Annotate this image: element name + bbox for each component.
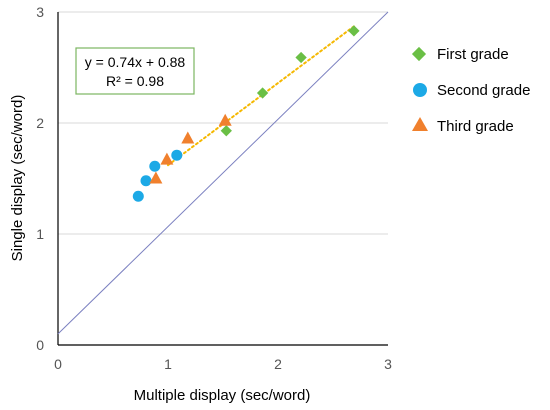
legend: First grade Second grade Third grade (411, 46, 530, 135)
point-series-2-1 (160, 152, 174, 165)
point-series-1-2 (149, 160, 161, 172)
legend-item-first-grade: First grade (411, 46, 509, 63)
reference-line (57, 11, 389, 335)
r-squared-value: R² = 0.98 (106, 73, 164, 89)
y-axis-title: Single display (sec/word) (9, 95, 26, 262)
point-series-1-0 (132, 190, 144, 202)
equation-annotation: y = 0.74x + 0.88 R² = 0.98 (75, 47, 195, 95)
x-tick-label: 3 (384, 356, 392, 372)
point-series-0-1 (256, 87, 269, 99)
y-tick-label: 3 (36, 4, 44, 20)
point-series-2-2 (181, 131, 195, 144)
legend-label-first-grade: First grade (437, 46, 509, 63)
x-tick-label: 2 (274, 356, 282, 372)
legend-label-second-grade: Second grade (437, 82, 530, 99)
legend-item-second-grade: Second grade (413, 82, 530, 99)
point-series-0-0 (220, 125, 232, 137)
x-axis-title: Multiple display (sec/word) (134, 387, 311, 404)
y-tick-label: 0 (36, 337, 44, 353)
legend-circle-marker (413, 83, 427, 97)
legend-item-third-grade: Third grade (412, 117, 514, 135)
point-series-1-3 (171, 149, 183, 161)
legend-diamond-marker (411, 46, 427, 62)
tick-labels: 0 1 2 3 0 1 2 3 (36, 4, 392, 372)
y-tick-label: 1 (36, 226, 44, 242)
data-points (132, 25, 360, 202)
point-series-1-1 (140, 175, 152, 187)
y-tick-label: 2 (36, 115, 44, 131)
point-series-2-0 (149, 171, 163, 184)
point-series-0-3 (348, 25, 360, 37)
legend-triangle-marker (412, 117, 428, 131)
x-tick-label: 1 (164, 356, 172, 372)
point-series-0-2 (295, 51, 307, 64)
point-series-2-3 (218, 113, 232, 126)
legend-label-third-grade: Third grade (437, 118, 514, 135)
x-tick-label: 0 (54, 356, 62, 372)
trendline-equation: y = 0.74x + 0.88 (85, 54, 186, 70)
equation-box (75, 47, 195, 95)
axis-layer (57, 12, 388, 346)
